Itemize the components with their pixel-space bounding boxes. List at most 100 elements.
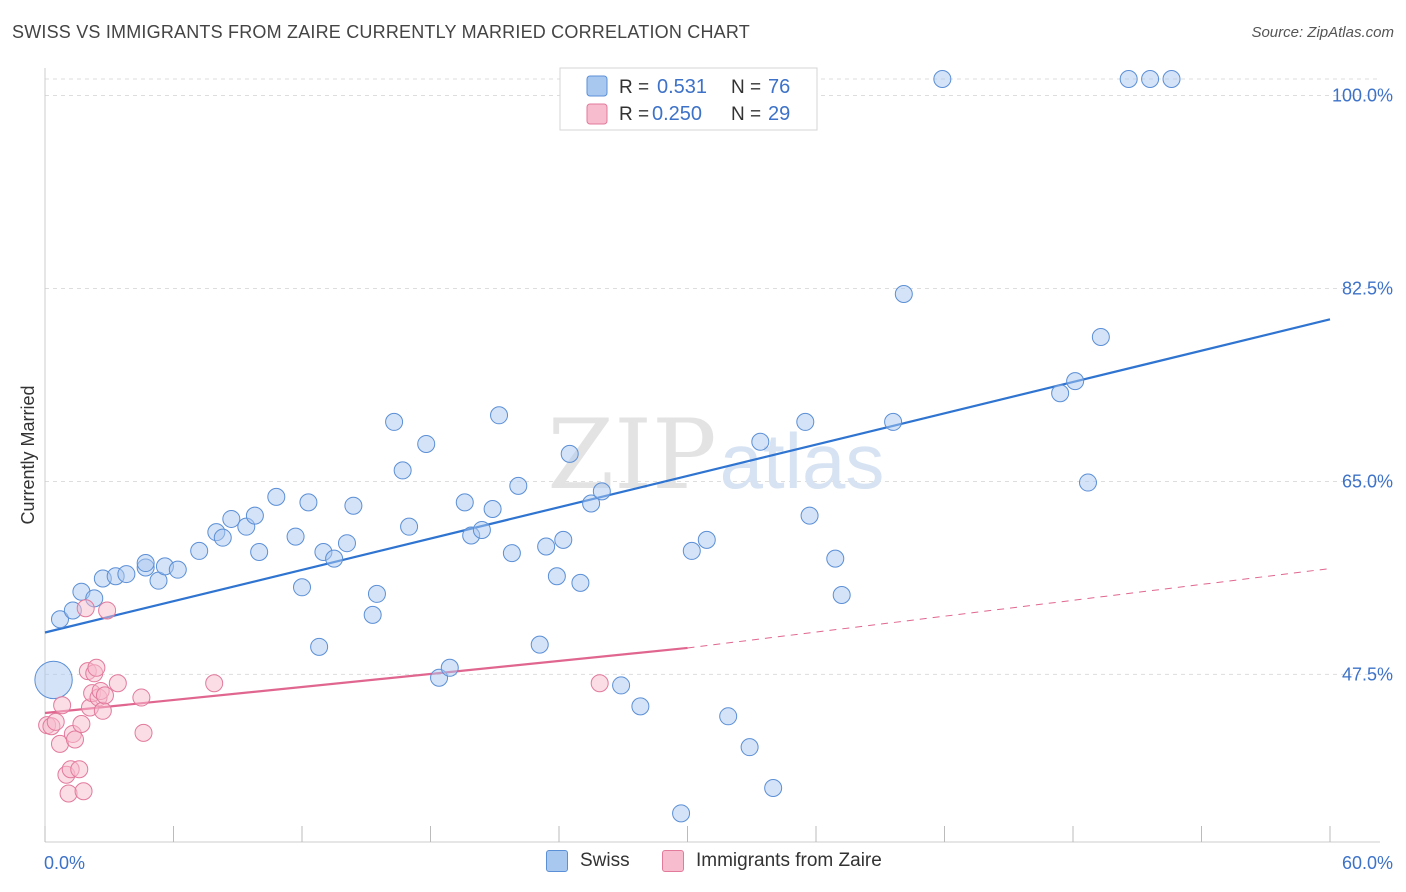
point-swiss (547, 567, 566, 586)
point-swiss (826, 549, 845, 568)
point-swiss (385, 412, 404, 431)
point-swiss (672, 804, 691, 823)
point-swiss (337, 534, 356, 553)
point-zaire (93, 701, 112, 720)
trend-line-zaire (687, 568, 1331, 649)
point-swiss (682, 541, 701, 560)
legend-n-value-swiss: 76 (768, 76, 790, 98)
point-swiss (832, 586, 851, 605)
point-swiss (560, 444, 579, 463)
point-zaire (72, 715, 91, 734)
point-swiss (400, 517, 419, 536)
point-swiss (417, 434, 436, 453)
point-swiss (34, 660, 73, 700)
x-tick-label-max: 60.0% (1342, 853, 1393, 873)
legend-label-swiss: Swiss (580, 850, 630, 871)
legend-r-label-swiss: R = (619, 77, 649, 98)
point-zaire (98, 601, 117, 620)
point-swiss (796, 412, 815, 431)
point-swiss (222, 509, 241, 528)
point-swiss (800, 506, 819, 525)
point-swiss (894, 285, 913, 304)
point-swiss (440, 658, 459, 677)
point-zaire (76, 599, 95, 618)
legend-r-value-zaire: 0.250 (652, 103, 702, 125)
point-zaire (132, 688, 151, 707)
axis-layer: 47.5% 65.0% 82.5% 100.0% (44, 68, 1393, 843)
stats-legend: R = 0.531 N = 76 R = 0.250 N = 29 (559, 67, 818, 131)
point-swiss (1078, 473, 1097, 492)
chart-title: SWISS VS IMMIGRANTS FROM ZAIRE CURRENTLY… (12, 22, 750, 42)
y-tick-label: 82.5% (1342, 278, 1393, 298)
point-swiss (1091, 328, 1110, 347)
trend-layer (44, 318, 1331, 715)
source-label: Source: ZipAtlas.com (1251, 24, 1394, 41)
point-swiss (393, 461, 412, 480)
point-swiss (631, 697, 650, 716)
point-swiss (344, 496, 363, 515)
legend-n-label-swiss: N = (731, 77, 761, 98)
legend-swatch-zaire (586, 103, 608, 125)
point-swiss (933, 70, 952, 88)
point-swiss (1051, 384, 1070, 403)
point-swiss (751, 432, 770, 451)
point-zaire (95, 686, 114, 705)
x-tick-label-min: 0.0% (44, 853, 85, 873)
series-legend: Swiss Immigrants from Zaire (0, 850, 1406, 880)
point-zaire (205, 674, 224, 693)
point-swiss (554, 530, 573, 549)
point-swiss (509, 476, 528, 495)
y-axis-label: Currently Married (18, 385, 38, 524)
legend-item-swiss: Swiss (546, 850, 630, 872)
point-swiss (293, 578, 311, 597)
point-zaire (65, 730, 84, 749)
point-swiss (612, 676, 631, 695)
point-swiss (582, 494, 601, 513)
point-swiss (363, 605, 382, 624)
point-swiss (168, 560, 187, 579)
point-swiss (537, 537, 556, 556)
point-zaire (134, 723, 153, 742)
point-swiss (1141, 70, 1160, 88)
legend-n-label-zaire: N = (731, 104, 761, 125)
point-swiss (213, 528, 232, 547)
point-zaire (87, 658, 106, 677)
legend-swatch-swiss-bottom (546, 850, 568, 872)
point-swiss (250, 543, 269, 562)
point-swiss (697, 530, 716, 549)
point-swiss (502, 544, 521, 563)
legend-r-value-swiss: 0.531 (657, 76, 707, 98)
trend-line-swiss (44, 318, 1331, 634)
points-layer (34, 70, 1181, 823)
point-swiss (367, 584, 386, 603)
point-zaire (108, 674, 127, 693)
point-zaire (590, 674, 609, 693)
point-swiss (1119, 70, 1138, 88)
point-swiss (245, 506, 264, 525)
point-zaire (70, 760, 89, 779)
y-tick-label: 47.5% (1342, 664, 1393, 684)
point-swiss (190, 541, 209, 560)
legend-label-zaire: Immigrants from Zaire (696, 850, 882, 871)
point-swiss (472, 520, 491, 539)
point-swiss (117, 565, 136, 584)
point-swiss (490, 406, 509, 425)
point-swiss (455, 493, 474, 512)
grid-layer (45, 78, 1380, 675)
point-swiss (884, 412, 903, 431)
y-tick-label: 100.0% (1332, 86, 1393, 106)
point-swiss (136, 554, 155, 573)
point-swiss (530, 635, 549, 654)
point-swiss (286, 527, 305, 546)
point-swiss (267, 487, 286, 506)
point-swiss (1066, 372, 1085, 391)
legend-swatch-zaire-bottom (662, 850, 684, 872)
point-swiss (483, 500, 502, 519)
point-swiss (299, 493, 318, 512)
point-swiss (1162, 70, 1181, 88)
legend-swatch-swiss (586, 75, 608, 97)
trend-line-zaire (44, 646, 688, 715)
point-zaire (53, 696, 72, 715)
point-swiss (740, 738, 759, 757)
